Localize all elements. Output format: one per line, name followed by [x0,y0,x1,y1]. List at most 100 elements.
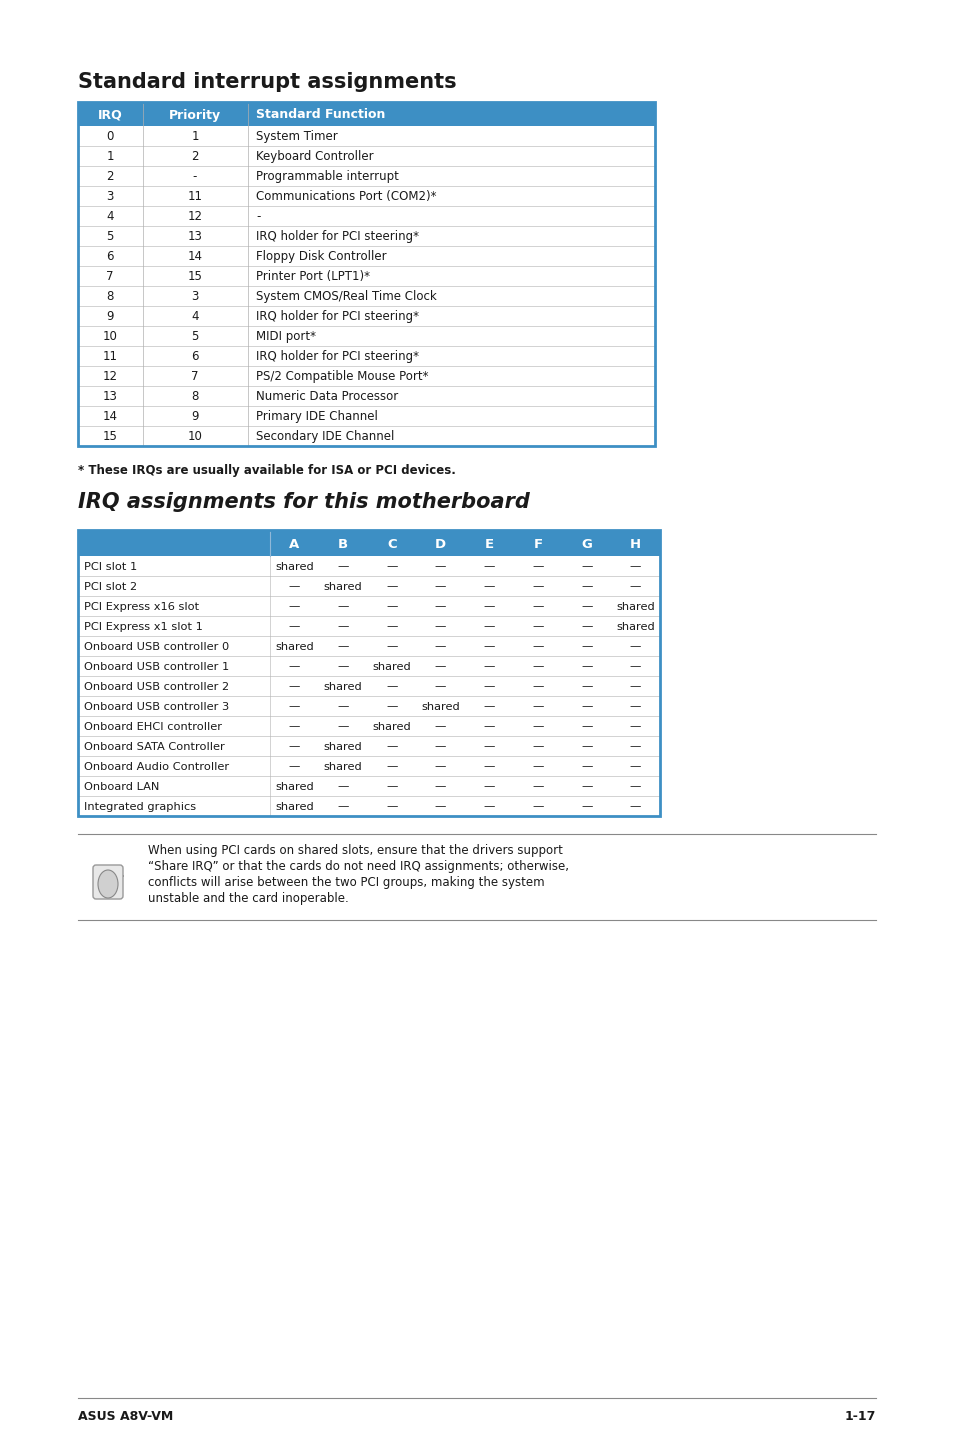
Bar [78,777,659,797]
Text: shared: shared [616,621,655,631]
Text: —: — [289,722,300,732]
Text: —: — [483,621,495,631]
Text: —: — [435,641,446,651]
Text: 8: 8 [106,290,113,303]
Text: shared: shared [274,781,314,791]
Text: PCI Express x16 slot: PCI Express x16 slot [84,601,199,611]
Text: Onboard USB controller 2: Onboard USB controller 2 [84,682,229,692]
Text: —: — [337,801,349,811]
Text: —: — [337,702,349,712]
Text: Standard Function: Standard Function [255,108,385,121]
Bar [78,266,655,286]
Text: —: — [629,561,640,571]
Text: IRQ holder for PCI steering*: IRQ holder for PCI steering* [255,230,418,243]
Text: 7: 7 [106,270,113,283]
Text: 13: 13 [103,390,117,403]
Text: 1-17: 1-17 [843,1411,875,1424]
Text: —: — [386,742,397,752]
Text: —: — [435,801,446,811]
Text: —: — [483,561,495,571]
Text: G: G [580,538,592,551]
Text: Numeric Data Processor: Numeric Data Processor [255,390,397,403]
Text: —: — [580,601,592,611]
Bar [78,531,659,815]
Bar [78,716,659,736]
Text: —: — [580,742,592,752]
Text: —: — [532,781,543,791]
Text: Keyboard Controller: Keyboard Controller [255,150,374,162]
Text: —: — [532,581,543,591]
Text: PCI slot 1: PCI slot 1 [84,561,137,571]
Text: Standard interrupt assignments: Standard interrupt assignments [78,72,456,92]
Text: MIDI port*: MIDI port* [255,329,315,344]
Text: —: — [580,661,592,672]
Text: —: — [483,801,495,811]
Text: —: — [435,781,446,791]
Text: —: — [435,742,446,752]
Bar [78,246,655,266]
Text: Onboard USB controller 1: Onboard USB controller 1 [84,661,229,672]
Text: D: D [435,538,446,551]
Text: shared: shared [323,581,362,591]
Text: —: — [532,661,543,672]
Text: 9: 9 [191,410,198,423]
Text: —: — [386,682,397,692]
Bar [78,186,655,206]
Text: —: — [337,781,349,791]
Text: —: — [289,601,300,611]
Text: —: — [337,561,349,571]
Bar [78,127,655,147]
Text: —: — [435,621,446,631]
Text: shared: shared [372,722,411,732]
Text: —: — [629,581,640,591]
Text: —: — [629,682,640,692]
Text: 15: 15 [188,270,202,283]
Bar [78,615,659,636]
Text: —: — [386,561,397,571]
Text: —: — [289,621,300,631]
Text: PS/2 Compatible Mouse Port*: PS/2 Compatible Mouse Port* [255,370,428,383]
Text: —: — [580,682,592,692]
Text: —: — [532,641,543,651]
Text: —: — [580,621,592,631]
Text: —: — [435,722,446,732]
Bar [78,676,659,696]
Text: —: — [386,641,397,651]
Bar [78,736,659,756]
Text: 10: 10 [103,329,117,344]
Text: -: - [255,210,260,223]
Text: shared: shared [616,601,655,611]
Text: —: — [483,682,495,692]
Text: H: H [629,538,640,551]
Text: shared: shared [372,661,411,672]
Text: System Timer: System Timer [255,129,337,142]
Text: —: — [289,762,300,772]
Bar [78,102,655,127]
Text: —: — [435,601,446,611]
Bar [78,206,655,226]
Text: 1: 1 [191,129,198,142]
Bar [78,656,659,676]
Text: 12: 12 [188,210,202,223]
Text: —: — [580,641,592,651]
Text: 3: 3 [192,290,198,303]
Text: —: — [580,581,592,591]
Text: Onboard USB controller 0: Onboard USB controller 0 [84,641,229,651]
Text: —: — [532,561,543,571]
Text: —: — [386,621,397,631]
Text: —: — [386,601,397,611]
Text: —: — [483,722,495,732]
Text: —: — [629,702,640,712]
Text: Floppy Disk Controller: Floppy Disk Controller [255,250,386,263]
Bar [78,636,659,656]
Text: —: — [580,801,592,811]
Text: —: — [337,601,349,611]
Text: —: — [629,641,640,651]
Text: B: B [337,538,348,551]
Bar [78,385,655,406]
Text: —: — [532,801,543,811]
Text: —: — [386,762,397,772]
Text: Secondary IDE Channel: Secondary IDE Channel [255,430,394,443]
Bar [78,147,655,165]
Text: F: F [533,538,542,551]
